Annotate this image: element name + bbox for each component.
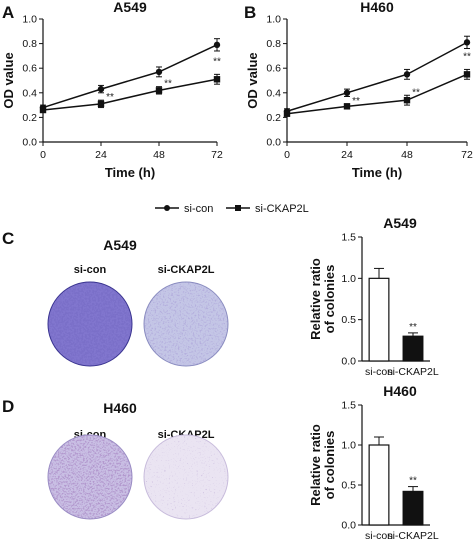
x-tick-label: 0 <box>40 149 46 161</box>
legend-marker-square <box>235 205 241 211</box>
dish-si-ckap2l-h460 <box>143 434 229 520</box>
y-tick-label: 0.6 <box>22 63 37 75</box>
y-tick-label: 1.5 <box>341 232 356 244</box>
bar-si-ckap2l <box>402 490 424 526</box>
line-chart-a549: A549 0.0 0.2 0.4 0.6 0.8 1.0 0 24 48 72 Time (h) OD … <box>1 0 223 180</box>
y-tick-label: 0.0 <box>22 137 37 149</box>
bar-si-con <box>368 277 390 362</box>
series-line-si-ckap2l <box>286 73 468 115</box>
y-tick-label: 1.0 <box>341 440 356 452</box>
x-tick-label: si-CKAP2L <box>387 530 439 542</box>
panel-letter-c: C <box>2 229 14 248</box>
data-point-si-con <box>97 85 105 93</box>
bar-si-con <box>368 444 390 526</box>
dish-si-con-h460 <box>47 434 133 520</box>
data-point-si-ckap2l <box>97 100 105 108</box>
x-axis-label: Time (h) <box>105 165 155 180</box>
data-point-si-con <box>155 68 163 76</box>
chart-title: H460 <box>360 0 394 15</box>
significance-mark: ** <box>164 79 172 90</box>
panel-c-image-title: A549 <box>103 237 137 253</box>
legend-label-si-con: si-con <box>184 203 213 215</box>
y-tick-label: 1.0 <box>22 14 37 26</box>
data-point-si-ckap2l <box>39 106 47 114</box>
data-point-si-ckap2l <box>155 87 163 94</box>
panel-d-image-title: H460 <box>103 400 137 416</box>
x-tick-label: si-con <box>365 530 393 542</box>
x-tick-label: si-CKAP2L <box>387 366 439 378</box>
bar-chart-h460: H460 0.0 0.5 1.0 1.5 Relative ratio of colonie… <box>308 383 439 542</box>
series-line-si-ckap2l <box>42 78 218 111</box>
significance-mark: ** <box>352 96 360 107</box>
x-tick-label: si-con <box>365 366 393 378</box>
bar-si-ckap2l <box>402 335 424 362</box>
y-tick-label: 0.6 <box>266 63 281 75</box>
y-axis-label-line-2: of colonies <box>322 431 337 500</box>
legend-label-si-ckap2l: si-CKAP2L <box>255 203 309 215</box>
dish-si-con-a549 <box>47 281 133 367</box>
data-point-si-con <box>463 39 471 46</box>
data-point-si-ckap2l <box>463 71 471 78</box>
legend: si-con si-CKAP2L <box>155 203 309 215</box>
data-point-si-con <box>403 71 411 78</box>
significance-mark: ** <box>106 92 114 103</box>
y-tick-label: 0.4 <box>266 87 281 99</box>
panel-letter-b: B <box>244 3 256 22</box>
y-tick-label: 0.2 <box>266 112 281 124</box>
bar-chart-a549: A549 0.0 0.5 1.0 1.5 Relative ratio of colonie… <box>308 215 439 378</box>
y-tick-label: 0.0 <box>266 137 281 149</box>
significance-mark: ** <box>412 87 420 98</box>
x-tick-label: 72 <box>211 149 223 161</box>
data-point-si-con <box>213 41 221 49</box>
chart-title: A549 <box>383 215 417 231</box>
y-tick-label: 0.5 <box>341 480 356 492</box>
line-chart-h460: H460 0.0 0.2 0.4 0.6 0.8 1.0 0 24 48 72 Time (h) OD … <box>245 0 473 180</box>
dish-label-si-con: si-con <box>74 264 107 276</box>
y-tick-label: 0.4 <box>22 87 37 99</box>
y-axis-label-line-1: Relative ratio <box>308 258 323 340</box>
series-line-si-con <box>286 41 468 112</box>
legend-marker-circle <box>164 205 170 211</box>
colony-images-h460: H460 si-con si-CKAP2L <box>47 400 229 520</box>
data-point-si-con <box>343 89 351 97</box>
y-tick-label: 0.0 <box>341 356 356 368</box>
x-tick-label: 48 <box>153 149 165 161</box>
x-tick-label: 24 <box>341 149 353 161</box>
panel-letter-a: A <box>2 3 14 22</box>
significance-mark: ** <box>213 56 221 67</box>
x-tick-label: 24 <box>95 149 107 161</box>
panel-letter-d: D <box>2 397 14 416</box>
series-line-si-con <box>42 44 218 109</box>
y-tick-label: 0.2 <box>22 112 37 124</box>
x-axis-label: Time (h) <box>352 165 402 180</box>
data-point-si-ckap2l <box>343 103 351 110</box>
y-tick-label: 0.8 <box>266 38 281 50</box>
dish-label-si-ckap2l: si-CKAP2L <box>158 264 215 276</box>
y-tick-label: 0.5 <box>341 314 356 326</box>
data-point-si-ckap2l <box>283 110 291 117</box>
y-axis-label-line-1: Relative ratio <box>308 424 323 506</box>
y-axis-label: OD value <box>1 52 16 108</box>
y-tick-label: 0.0 <box>341 520 356 532</box>
y-tick-label: 0.8 <box>22 38 37 50</box>
significance-mark: ** <box>409 322 417 333</box>
significance-mark: ** <box>409 476 417 487</box>
colony-images-a549: A549 si-con si-CKAP2L <box>47 237 229 367</box>
x-tick-label: 0 <box>284 149 290 161</box>
y-tick-label: 1.5 <box>341 400 356 412</box>
y-axis-label-line-2: of colonies <box>322 265 337 334</box>
x-tick-label: 72 <box>461 149 473 161</box>
y-tick-label: 1.0 <box>341 273 356 285</box>
y-tick-label: 1.0 <box>266 14 281 26</box>
y-axis-label: OD value <box>245 52 260 108</box>
x-tick-label: 48 <box>401 149 413 161</box>
dish-si-ckap2l-a549 <box>143 281 229 367</box>
significance-mark: ** <box>463 51 471 62</box>
data-point-si-ckap2l <box>403 96 411 104</box>
chart-title: A549 <box>113 0 147 15</box>
chart-title: H460 <box>383 383 417 399</box>
data-point-si-ckap2l <box>213 76 221 83</box>
